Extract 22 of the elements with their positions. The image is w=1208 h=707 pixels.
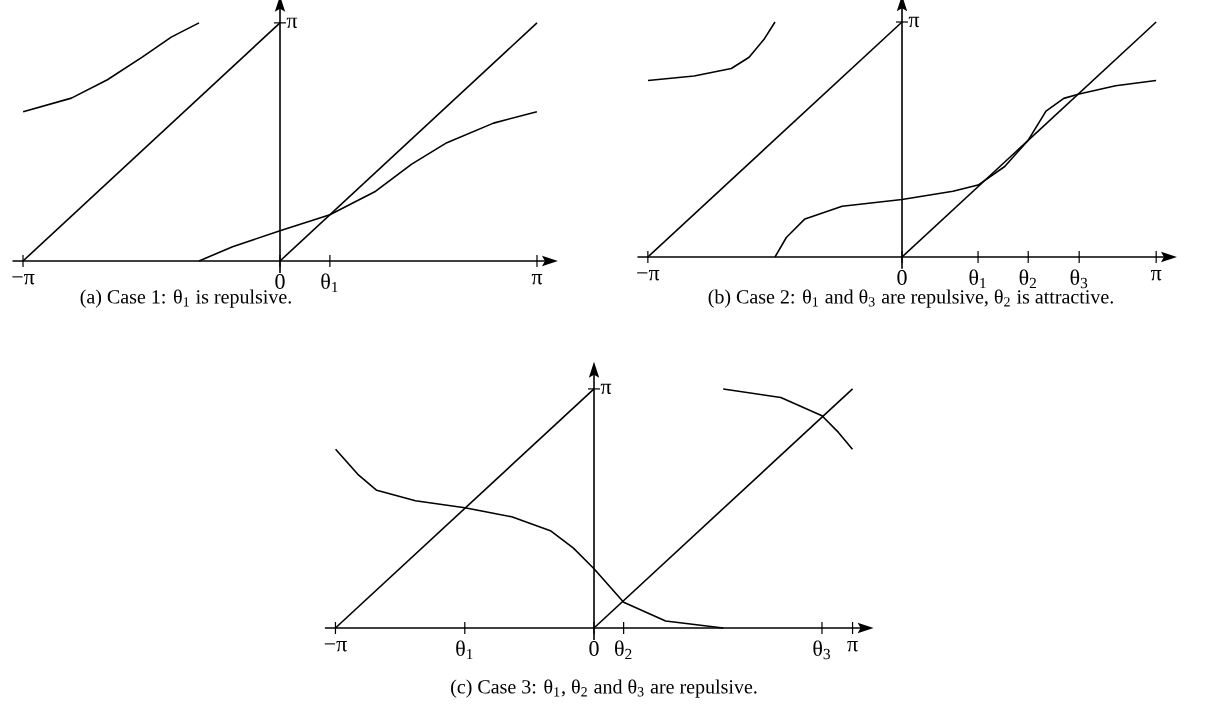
x-tick-label: π <box>531 274 543 285</box>
text: θ$_{3}$ <box>813 640 830 660</box>
text: θ$_{3}$ <box>1070 269 1088 289</box>
text: θ$_{2}$ <box>1019 269 1036 289</box>
annotation: π <box>286 17 298 29</box>
annotation: π <box>908 16 920 28</box>
x-tick-label: 0 <box>275 274 285 289</box>
x-tick-label: 0 <box>589 641 599 656</box>
x-tick-label: π <box>1150 270 1162 281</box>
text: θ$_{1}$ <box>321 273 338 293</box>
text: θ$_{1}$ <box>969 269 986 289</box>
text: (c) Case 3: θ$_{1}$, θ$_{2}$ and θ$_{3}$ are repulsive. <box>451 679 757 698</box>
x-tick-label: π <box>847 641 858 652</box>
x-tick-label: −π <box>637 270 660 281</box>
annotation: π <box>600 383 612 395</box>
text: (a) Case 1: θ$_{1}$ is repulsive. <box>80 289 291 308</box>
x-tick-label: 0 <box>897 270 907 285</box>
x-tick-label: −π <box>324 641 347 652</box>
text: (b) Case 2: θ$_{1}$ and θ$_{3}$ are repulsive, θ$_{2}$ is attractive. <box>708 289 1113 308</box>
text: θ$_{1}$ <box>456 640 473 660</box>
x-tick-label: −π <box>12 274 35 285</box>
text: θ$_{2}$ <box>615 640 632 660</box>
